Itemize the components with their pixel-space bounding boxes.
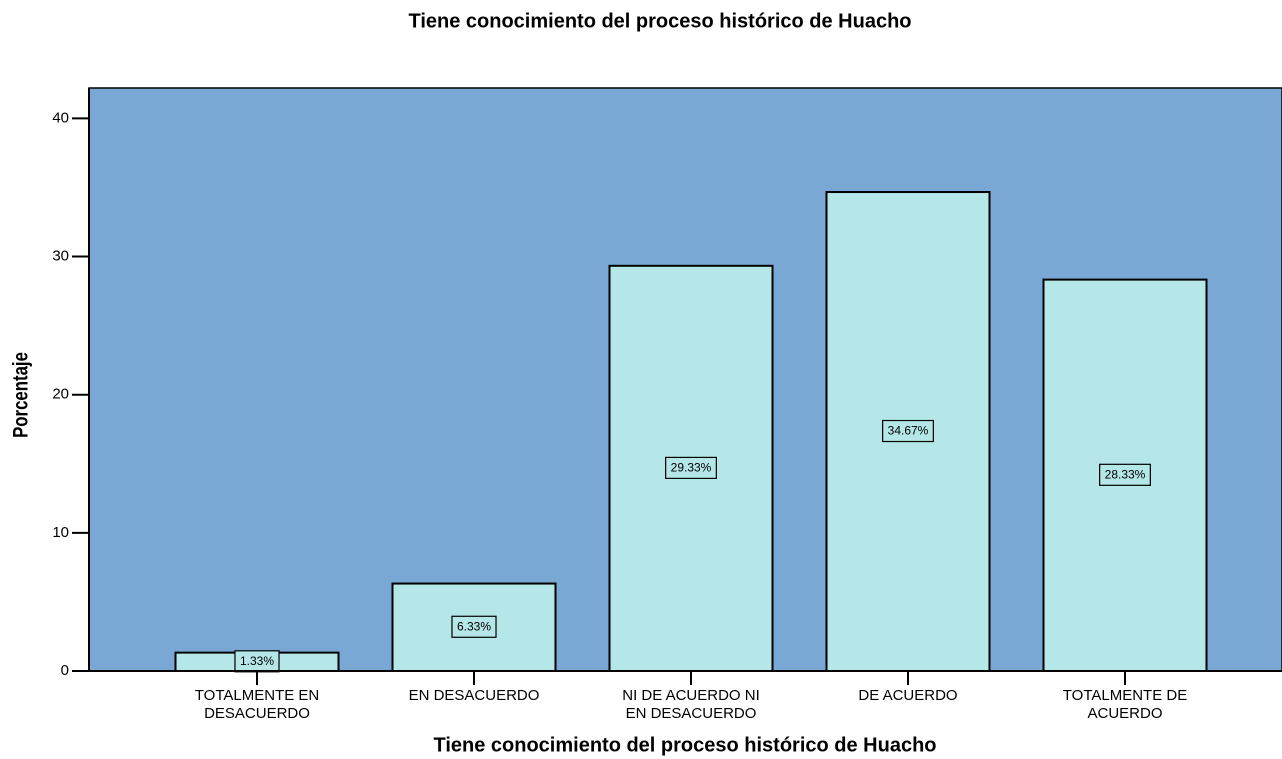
- y-axis-title: Porcentaje: [10, 352, 33, 438]
- value-label: 29.33%: [671, 461, 712, 475]
- value-label: 34.67%: [888, 424, 929, 438]
- value-label: 28.33%: [1105, 467, 1146, 481]
- chart-title: Tiene conocimiento del proceso histórico…: [408, 10, 911, 32]
- x-tick-label: TOTALMENTE EN DESACUERDO: [194, 687, 320, 722]
- value-label-box: [882, 419, 934, 443]
- x-tick-label: NI DE ACUERDO NI EN DESACUERDO: [622, 687, 760, 722]
- x-tick-label: DE ACUERDO: [858, 687, 958, 704]
- y-tick-label: 40: [52, 109, 69, 126]
- x-tick-label: EN DESACUERDO: [408, 687, 540, 704]
- y-tick-label: 30: [52, 248, 69, 265]
- value-label: 6.33%: [457, 619, 491, 633]
- y-tick-label: 0: [61, 662, 69, 679]
- x-tick-label: TOTALMENTE DE ACUERDO: [1062, 687, 1188, 722]
- value-label-box: [665, 456, 717, 480]
- y-tick-label: 20: [52, 386, 69, 403]
- y-tick-label: 10: [52, 524, 69, 541]
- value-label: 1.33%: [240, 654, 274, 668]
- value-label-box: [451, 615, 497, 638]
- x-axis-title: Tiene conocimiento del proceso histórico…: [433, 734, 936, 756]
- value-label-box: [1099, 463, 1151, 486]
